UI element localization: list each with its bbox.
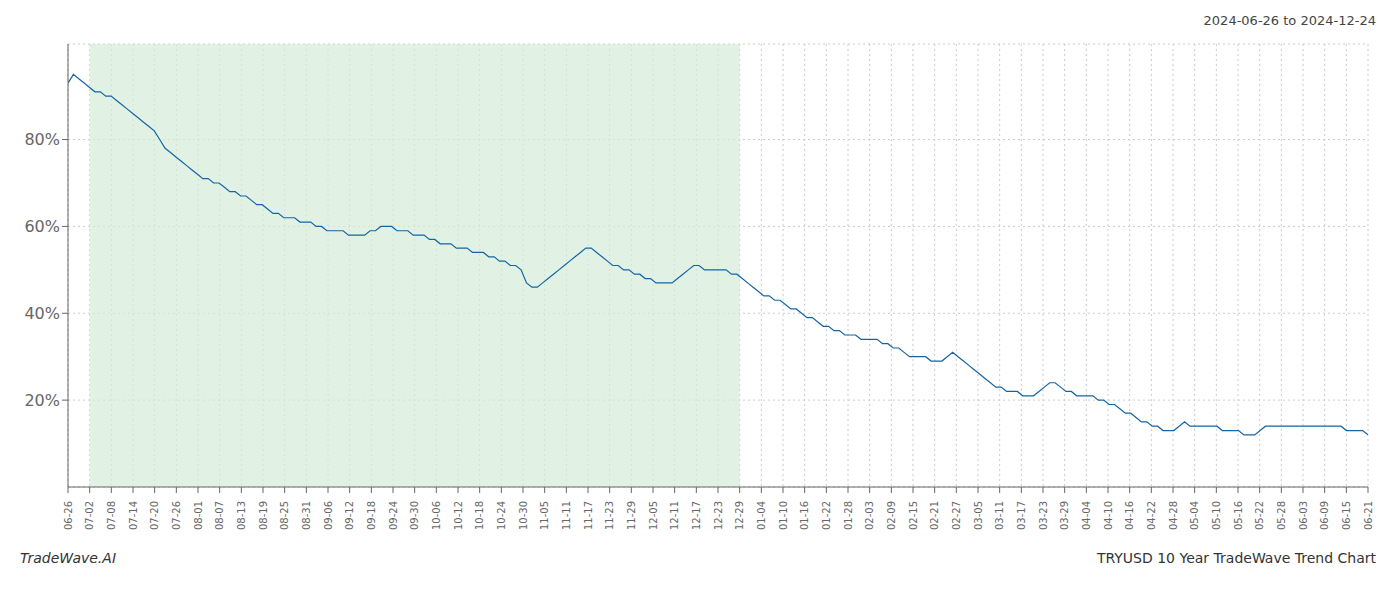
svg-text:08-01: 08-01 <box>193 501 204 530</box>
svg-text:04-28: 04-28 <box>1168 501 1179 530</box>
svg-text:08-07: 08-07 <box>214 501 225 530</box>
svg-text:06-03: 06-03 <box>1298 501 1309 530</box>
svg-text:05-22: 05-22 <box>1254 501 1265 530</box>
svg-text:80%: 80% <box>24 130 60 149</box>
svg-text:10-12: 10-12 <box>453 501 464 530</box>
svg-text:01-22: 01-22 <box>821 501 832 530</box>
svg-text:08-31: 08-31 <box>301 501 312 530</box>
svg-text:10-24: 10-24 <box>496 501 507 530</box>
svg-text:07-14: 07-14 <box>128 501 139 530</box>
svg-text:02-21: 02-21 <box>929 501 940 530</box>
svg-text:03-11: 03-11 <box>994 501 1005 530</box>
svg-text:10-30: 10-30 <box>518 501 529 530</box>
svg-text:02-15: 02-15 <box>908 501 919 530</box>
svg-text:07-08: 07-08 <box>106 501 117 530</box>
svg-text:09-18: 09-18 <box>366 501 377 530</box>
svg-text:03-29: 03-29 <box>1059 501 1070 530</box>
svg-text:08-25: 08-25 <box>279 501 290 530</box>
svg-text:05-16: 05-16 <box>1233 501 1244 530</box>
svg-text:60%: 60% <box>24 217 60 236</box>
svg-text:02-03: 02-03 <box>864 501 875 530</box>
svg-text:12-11: 12-11 <box>669 501 680 530</box>
svg-text:09-30: 09-30 <box>409 501 420 530</box>
svg-text:04-04: 04-04 <box>1081 501 1092 530</box>
svg-text:20%: 20% <box>24 391 60 410</box>
svg-text:11-29: 11-29 <box>626 501 637 530</box>
svg-text:04-22: 04-22 <box>1146 501 1157 530</box>
svg-text:12-17: 12-17 <box>691 501 702 530</box>
svg-text:11-23: 11-23 <box>604 501 615 530</box>
svg-text:03-17: 03-17 <box>1016 501 1027 530</box>
html-text:TRYUSD 10 Year TradeWave Trend: TRYUSD 10 Year TradeWave Trend Chart <box>1096 550 1376 566</box>
svg-text:02-27: 02-27 <box>951 501 962 530</box>
svg-text:40%: 40% <box>24 304 60 323</box>
svg-text:05-04: 05-04 <box>1189 501 1200 530</box>
svg-text:01-04: 01-04 <box>756 501 767 530</box>
svg-text:06-15: 06-15 <box>1341 501 1352 530</box>
svg-text:03-23: 03-23 <box>1038 501 1049 530</box>
svg-text:01-28: 01-28 <box>843 501 854 530</box>
svg-text:09-12: 09-12 <box>344 501 355 530</box>
svg-text:06-09: 06-09 <box>1319 501 1330 530</box>
svg-text:07-26: 07-26 <box>171 501 182 530</box>
svg-text:06-26: 06-26 <box>63 501 74 530</box>
svg-text:04-10: 04-10 <box>1103 501 1114 530</box>
html-text:2024-06-26 to 2024-12-24: 2024-06-26 to 2024-12-24 <box>1203 13 1376 28</box>
svg-text:03-05: 03-05 <box>973 501 984 530</box>
svg-text:12-05: 12-05 <box>648 501 659 530</box>
svg-text:10-18: 10-18 <box>474 501 485 530</box>
svg-text:08-19: 08-19 <box>258 501 269 530</box>
svg-text:05-10: 05-10 <box>1211 501 1222 530</box>
svg-text:01-10: 01-10 <box>778 501 789 530</box>
svg-text:11-11: 11-11 <box>561 501 572 530</box>
svg-text:01-16: 01-16 <box>799 501 810 530</box>
svg-text:09-24: 09-24 <box>388 501 399 530</box>
svg-text:09-06: 09-06 <box>323 501 334 530</box>
svg-text:07-20: 07-20 <box>149 501 160 530</box>
svg-text:11-17: 11-17 <box>583 501 594 530</box>
svg-text:04-16: 04-16 <box>1124 501 1135 530</box>
svg-text:08-13: 08-13 <box>236 501 247 530</box>
svg-text:02-09: 02-09 <box>886 501 897 530</box>
svg-text:05-28: 05-28 <box>1276 501 1287 530</box>
svg-text:12-23: 12-23 <box>713 501 724 530</box>
svg-text:07-02: 07-02 <box>84 501 95 530</box>
svg-text:10-06: 10-06 <box>431 501 442 530</box>
svg-text:06-21: 06-21 <box>1363 501 1374 530</box>
svg-text:11-05: 11-05 <box>539 501 550 530</box>
html-text:TradeWave.AI: TradeWave.AI <box>20 550 116 566</box>
svg-text:12-29: 12-29 <box>734 501 745 530</box>
